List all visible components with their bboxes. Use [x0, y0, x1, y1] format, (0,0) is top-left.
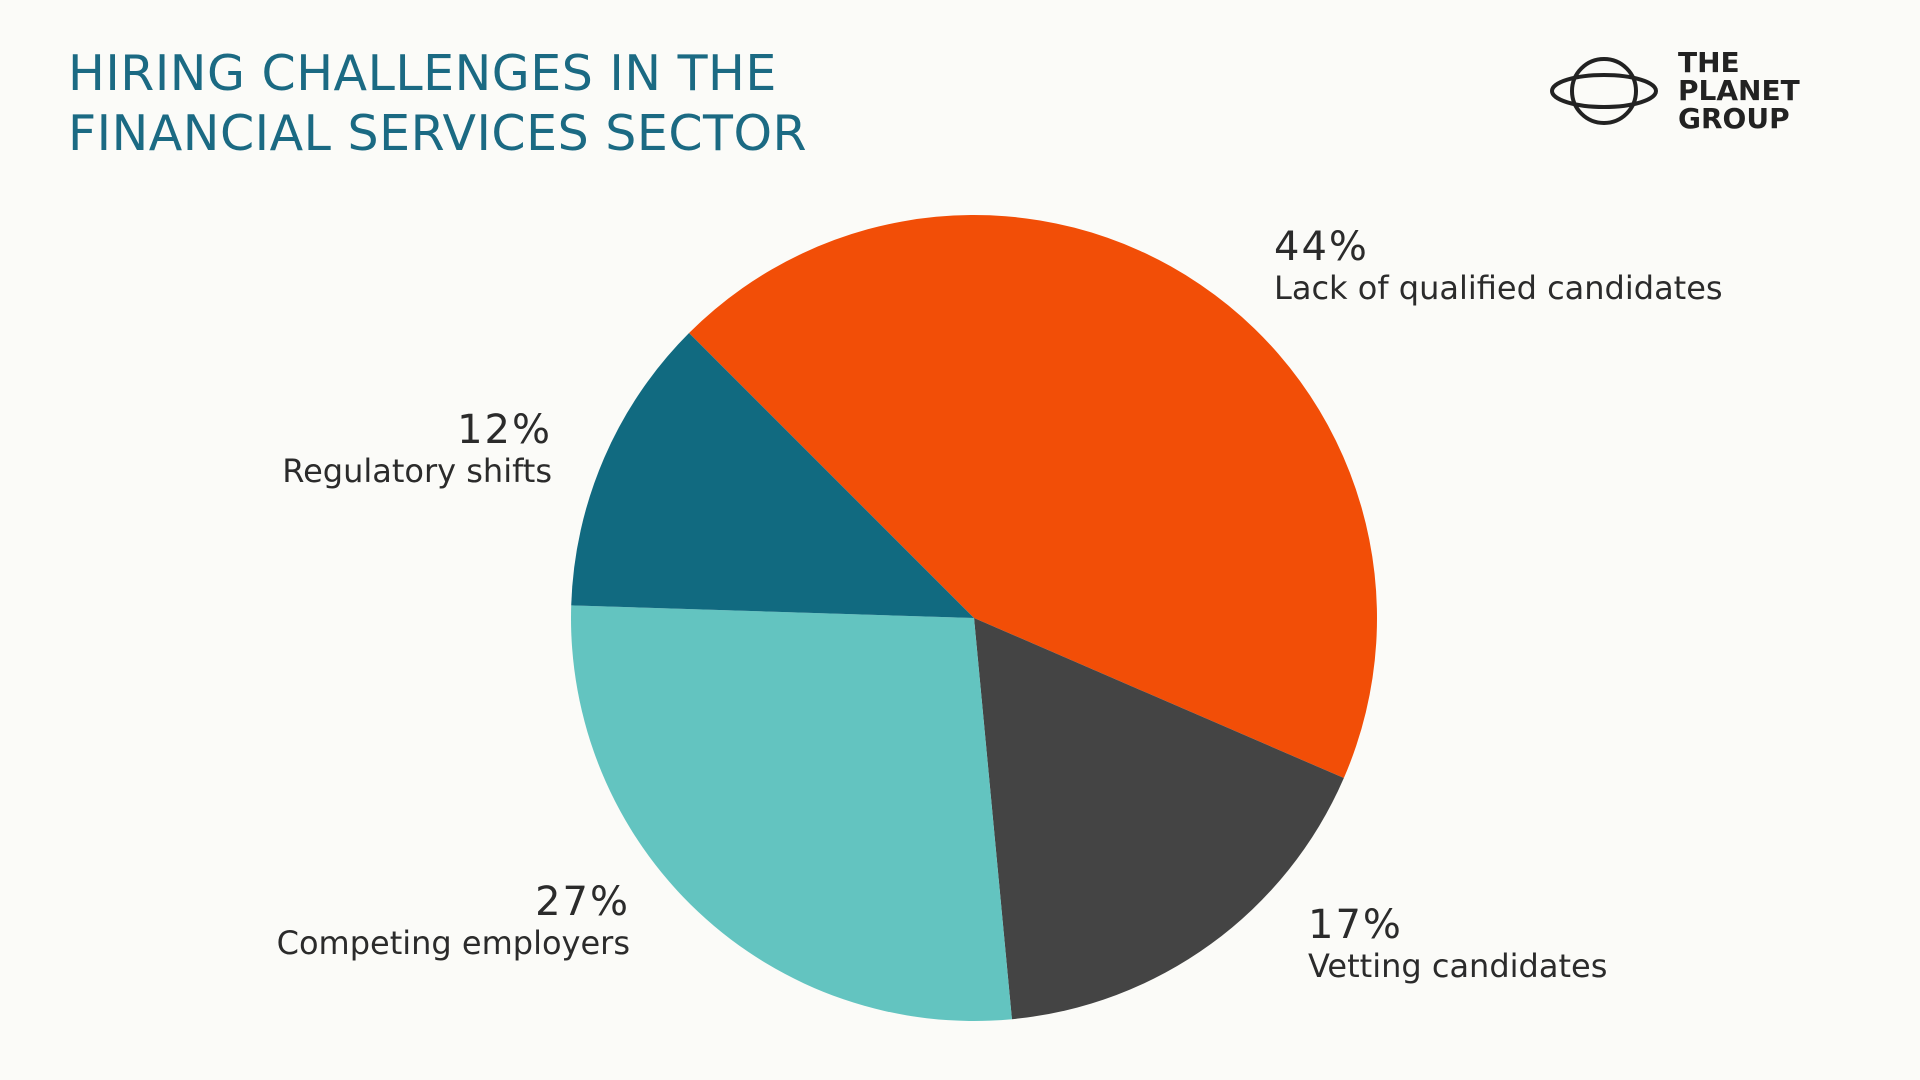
- pie-slice-regulatory-shifts: [571, 333, 974, 618]
- pie-slice-competing-employers: [571, 605, 1012, 1021]
- logo-text-line-2: PLANET: [1678, 74, 1800, 107]
- slice-label-vetting-candidates: 17% Vetting candidates: [1308, 903, 1607, 985]
- slice-value-label: 27%: [535, 879, 630, 925]
- logo-wordmark: THE PLANET GROUP: [1678, 49, 1800, 133]
- chart-title: HIRING CHALLENGES IN THE FINANCIAL SERVI…: [68, 44, 807, 164]
- slice-category-label: Competing employers: [276, 924, 630, 962]
- chart-title-line-2: FINANCIAL SERVICES SECTOR: [68, 105, 808, 162]
- company-logo: THE PLANET GROUP: [1548, 46, 1848, 136]
- chart-title-line-1: HIRING CHALLENGES IN THE: [68, 45, 777, 102]
- slice-category-label: Regulatory shifts: [282, 452, 552, 490]
- pie-slice-lack-of-qualified-candidates: [689, 215, 1378, 779]
- logo-text-line-1: THE: [1678, 46, 1740, 79]
- slice-value-label: 12%: [457, 407, 552, 453]
- pie-slice-vetting-candidates: [974, 618, 1344, 1020]
- slice-label-regulatory-shifts: 12% Regulatory shifts: [190, 408, 552, 490]
- slice-category-label: Lack of qualified candidates: [1274, 269, 1723, 307]
- planet-ring-icon: [1550, 57, 1658, 125]
- slice-value-label: 17%: [1308, 902, 1403, 948]
- logo-text-line-3: GROUP: [1678, 102, 1790, 135]
- slice-label-lack-of-qualified-candidates: 44% Lack of qualified candidates: [1274, 225, 1723, 307]
- slice-label-competing-employers: 27% Competing employers: [150, 880, 630, 962]
- pie-slices: [571, 215, 1378, 1021]
- slice-value-label: 44%: [1274, 224, 1369, 270]
- slice-category-label: Vetting candidates: [1308, 947, 1608, 985]
